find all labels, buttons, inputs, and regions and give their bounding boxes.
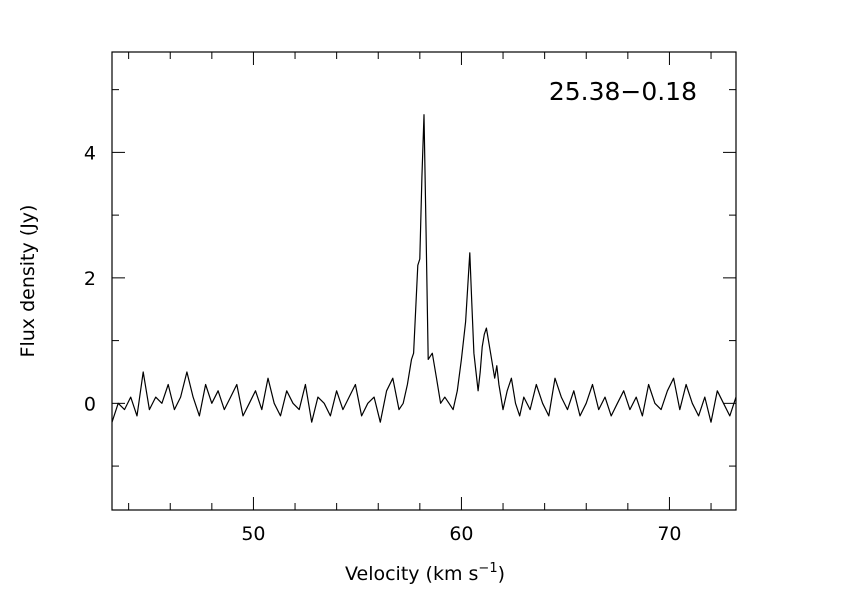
x-axis-label-close: )	[498, 563, 505, 585]
tick-labels: 50 60 70 0 2 4	[84, 142, 682, 545]
x-tick-label: 60	[449, 523, 473, 545]
x-tick-label: 50	[241, 523, 265, 545]
y-tick-label: 0	[84, 393, 96, 415]
plot-frame	[111, 51, 737, 511]
x-axis-label: Velocity (km s−1)	[345, 561, 505, 585]
y-tick-label: 2	[84, 268, 96, 290]
source-annotation: 25.38−0.18	[549, 77, 697, 106]
y-tick-label: 4	[84, 142, 96, 164]
spectrum-line	[111, 114, 737, 423]
x-axis-label-main: Velocity (km s	[345, 563, 478, 585]
x-axis-label-exponent: −1	[478, 561, 497, 576]
axis-ticks	[112, 52, 736, 510]
x-tick-label: 70	[657, 523, 681, 545]
y-axis-label: Flux density (Jy)	[17, 205, 39, 358]
